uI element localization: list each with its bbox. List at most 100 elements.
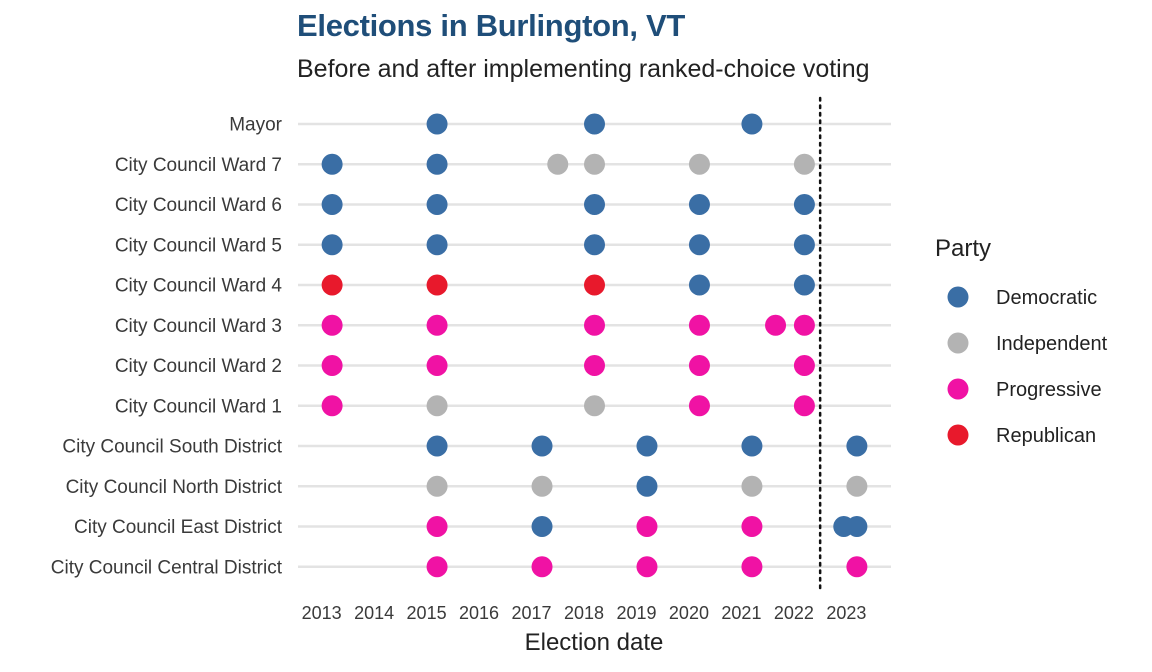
data-point — [426, 355, 448, 376]
row-label: City Council Ward 4 — [115, 276, 283, 297]
row-label: City Council Ward 2 — [115, 356, 282, 377]
data-point — [321, 153, 343, 175]
row-label: City Council North District — [66, 477, 283, 498]
data-point — [426, 234, 448, 256]
row-label: City Council Ward 7 — [115, 155, 282, 176]
data-point — [741, 113, 763, 135]
row-label: City Council South District — [62, 437, 282, 458]
data-point — [793, 153, 815, 175]
data-point — [584, 395, 605, 417]
x-tick-label: 2017 — [512, 603, 552, 623]
data-point — [584, 314, 605, 336]
data-point — [426, 274, 448, 296]
data-point — [688, 355, 710, 376]
data-point — [741, 435, 763, 457]
data-point — [426, 153, 448, 175]
data-point — [741, 556, 763, 578]
data-point — [321, 314, 343, 336]
data-point — [426, 395, 448, 417]
data-point — [741, 475, 763, 497]
data-point — [846, 475, 868, 497]
data-points — [321, 113, 868, 578]
data-point — [321, 395, 343, 417]
row-label: City Council Central District — [51, 557, 283, 578]
data-point — [793, 274, 815, 296]
data-point — [426, 556, 448, 578]
data-point — [793, 395, 815, 417]
legend-label: Independent — [996, 333, 1108, 355]
data-point — [793, 234, 815, 256]
data-point — [584, 355, 605, 376]
data-point — [688, 274, 710, 296]
data-point — [584, 113, 605, 135]
legend-swatch — [947, 378, 969, 400]
data-point — [584, 194, 605, 215]
data-point — [765, 314, 787, 336]
legend: Party Democratic Independent Progressive Re… — [935, 235, 1108, 447]
data-point — [793, 355, 815, 376]
legend-swatch — [947, 332, 969, 354]
x-tick-label: 2014 — [354, 603, 394, 623]
chart-title: Elections in Burlington, VT — [297, 8, 686, 43]
row-label: City Council Ward 1 — [115, 396, 282, 417]
row-label: City Council Ward 5 — [115, 235, 282, 256]
data-point — [846, 435, 868, 457]
data-point — [584, 153, 605, 175]
row-label: City Council Ward 6 — [115, 195, 282, 216]
data-point — [688, 395, 710, 417]
x-tick-label: 2020 — [669, 603, 709, 623]
row-labels: Mayor City Council Ward 7 City Council War… — [51, 115, 283, 579]
x-tick-label: 2021 — [721, 603, 761, 623]
x-tick-label: 2022 — [774, 603, 814, 623]
data-point — [636, 475, 658, 497]
data-point — [321, 194, 343, 215]
legend-label: Progressive — [996, 379, 1102, 401]
data-point — [321, 234, 343, 256]
chart-subtitle: Before and after implementing ranked-cho… — [297, 55, 870, 83]
legend-swatch — [947, 424, 969, 446]
data-point — [688, 194, 710, 215]
data-point — [426, 314, 448, 336]
x-tick-label: 2013 — [302, 603, 342, 623]
data-point — [426, 475, 448, 497]
data-point — [426, 516, 448, 537]
x-tick-label: 2015 — [407, 603, 447, 623]
data-point — [584, 234, 605, 256]
x-tick-label: 2016 — [459, 603, 499, 623]
data-point — [531, 475, 553, 497]
x-axis-ticks: 2013 2014 2015 2016 2017 2018 2019 2020 2021 2022… — [302, 603, 867, 623]
data-point — [584, 274, 605, 296]
legend-label: Republican — [996, 425, 1096, 447]
data-point — [636, 556, 658, 578]
row-label: City Council Ward 3 — [115, 316, 282, 337]
legend-title: Party — [935, 235, 991, 262]
data-point — [321, 355, 343, 376]
data-point — [531, 435, 553, 457]
data-point — [688, 234, 710, 256]
data-point — [531, 516, 553, 537]
data-point — [547, 153, 569, 175]
data-point — [846, 516, 868, 537]
data-point — [426, 194, 448, 215]
data-point — [741, 516, 763, 537]
data-point — [846, 556, 868, 578]
data-point — [688, 153, 710, 175]
data-point — [636, 516, 658, 537]
data-point — [793, 314, 815, 336]
data-point — [636, 435, 658, 457]
data-point — [426, 435, 448, 457]
data-point — [793, 194, 815, 215]
data-point — [426, 113, 448, 135]
x-axis-title: Election date — [525, 629, 664, 656]
row-label: City Council East District — [74, 517, 283, 538]
data-point — [321, 274, 343, 296]
gridlines — [298, 122, 891, 568]
row-label: Mayor — [229, 115, 282, 136]
x-tick-label: 2018 — [564, 603, 604, 623]
legend-label: Democratic — [996, 287, 1097, 309]
x-tick-label: 2023 — [826, 603, 866, 623]
data-point — [688, 314, 710, 336]
data-point — [531, 556, 553, 578]
x-tick-label: 2019 — [616, 603, 656, 623]
